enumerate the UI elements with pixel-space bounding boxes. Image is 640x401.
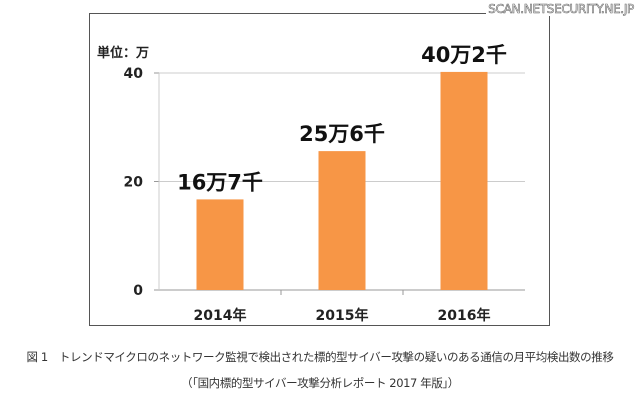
data-label: 16万7千 — [177, 170, 263, 194]
bar-2016年 — [440, 71, 488, 290]
bar-2015年 — [318, 151, 366, 290]
x-tick-label: 2014年 — [194, 307, 247, 324]
data-label: 25万6千 — [299, 122, 385, 146]
y-tick-label: 40 — [124, 66, 144, 82]
figure-caption: 図 1 トレンドマイクロのネットワーク監視で検出された標的型サイバー攻撃の疑いの… — [26, 350, 614, 364]
y-tick-label: 0 — [133, 283, 143, 299]
bar-chart: 単位：万 0 20 40 16万7千 2014年 25万6千 2015年 40万2千 2016年 — [97, 43, 525, 324]
unit-label: 単位：万 — [97, 45, 149, 61]
x-tick-label: 2016年 — [438, 307, 491, 324]
figure-source: （「国内標的型サイバー攻撃分析レポート 2017 年版」） — [181, 376, 459, 390]
chart-frame — [89, 13, 550, 326]
watermark: SCAN.NETSECURITY.NE.JP — [486, 2, 635, 16]
data-label: 40万2千 — [421, 43, 507, 67]
y-tick-label: 20 — [124, 175, 144, 191]
x-tick-label: 2015年 — [316, 307, 369, 324]
bar-2014年 — [196, 199, 244, 290]
